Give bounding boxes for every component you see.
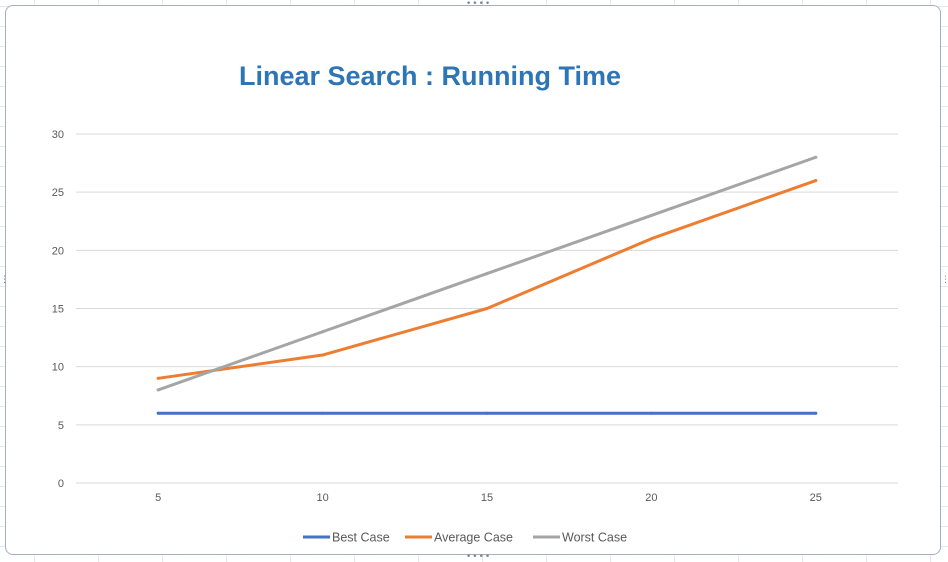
chart-title: Linear Search : Running Time — [239, 61, 621, 91]
x-axis-ticks: 5 10 15 20 25 — [155, 492, 822, 504]
data-point — [485, 411, 489, 415]
gridlines — [76, 133, 898, 484]
y-tick-label: 0 — [58, 478, 64, 490]
x-tick-label: 5 — [155, 492, 161, 504]
y-tick-label: 30 — [52, 129, 64, 141]
data-point — [814, 155, 818, 159]
x-tick-label: 20 — [645, 492, 657, 504]
data-point — [649, 237, 653, 241]
y-axis-ticks: 0 5 10 15 20 25 30 — [52, 129, 64, 490]
x-tick-label: 15 — [481, 492, 493, 504]
resize-handle-left[interactable]: ⋮ — [0, 275, 10, 285]
x-tick-label: 25 — [810, 492, 822, 504]
legend-label: Worst Case — [562, 531, 627, 545]
data-point — [814, 411, 818, 415]
legend: Best Case Average Case Worst Case — [303, 531, 627, 545]
data-point — [156, 411, 160, 415]
resize-handle-right[interactable]: ⋮ — [941, 275, 948, 285]
y-tick-label: 20 — [52, 245, 64, 257]
data-point — [321, 411, 325, 415]
y-tick-label: 15 — [52, 304, 64, 316]
data-point — [485, 272, 489, 276]
y-tick-label: 10 — [52, 362, 64, 374]
legend-label: Best Case — [332, 531, 390, 545]
series-line-average-case[interactable] — [156, 179, 818, 380]
data-point — [649, 213, 653, 217]
data-point — [156, 376, 160, 380]
data-point — [156, 388, 160, 392]
data-point — [649, 411, 653, 415]
resize-handle-bottom[interactable]: •••• — [466, 552, 492, 562]
legend-label: Average Case — [434, 531, 513, 545]
y-tick-label: 5 — [58, 420, 64, 432]
data-point — [321, 330, 325, 334]
resize-handle-top[interactable]: •••• — [466, 0, 492, 9]
data-point — [814, 179, 818, 183]
x-tick-label: 10 — [316, 492, 328, 504]
y-tick-label: 25 — [52, 187, 64, 199]
plot-series — [156, 155, 818, 415]
data-point — [485, 307, 489, 310]
data-point — [321, 353, 325, 357]
